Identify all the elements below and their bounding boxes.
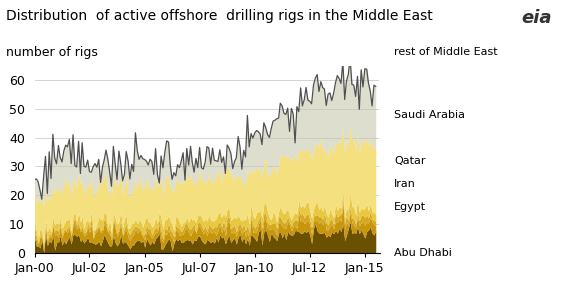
Text: Saudi Arabia: Saudi Arabia xyxy=(394,110,465,120)
Text: Distribution  of active offshore  drilling rigs in the Middle East: Distribution of active offshore drilling… xyxy=(6,9,432,23)
Text: Egypt: Egypt xyxy=(394,202,426,212)
Text: Iran: Iran xyxy=(394,179,416,189)
Text: number of rigs: number of rigs xyxy=(6,46,98,59)
Text: Qatar: Qatar xyxy=(394,156,426,166)
Text: rest of Middle East: rest of Middle East xyxy=(394,47,497,57)
Text: eia: eia xyxy=(522,9,552,27)
Text: Abu Dhabi: Abu Dhabi xyxy=(394,248,452,257)
